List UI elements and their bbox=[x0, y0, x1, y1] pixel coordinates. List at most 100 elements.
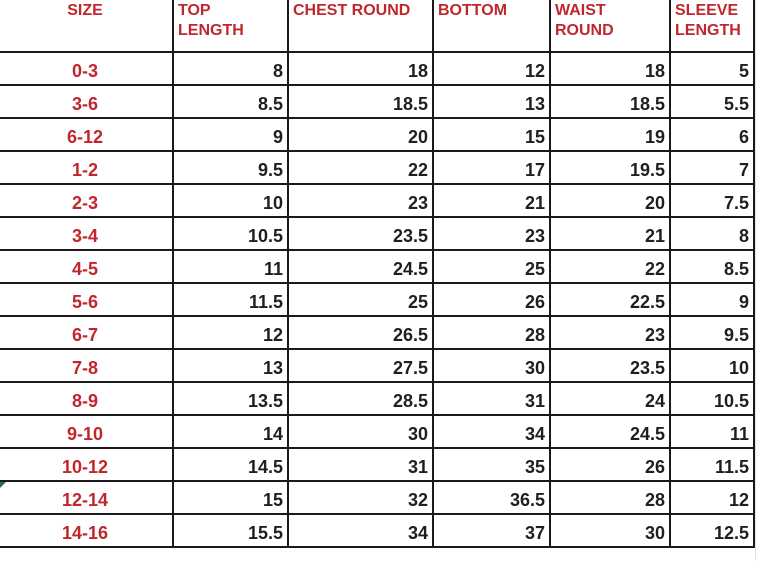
value-cell[interactable]: 5.5 bbox=[669, 84, 755, 119]
size-cell[interactable]: 9-10 bbox=[0, 414, 174, 449]
value-cell[interactable]: 22.5 bbox=[549, 282, 671, 317]
value-cell[interactable]: 28.5 bbox=[287, 381, 434, 416]
size-cell[interactable]: 0-3 bbox=[0, 51, 174, 86]
value-cell[interactable]: 6 bbox=[669, 117, 755, 152]
value-cell[interactable]: 37 bbox=[432, 513, 551, 548]
value-cell[interactable]: 26 bbox=[432, 282, 551, 317]
value-cell[interactable]: 13.5 bbox=[172, 381, 289, 416]
value-cell[interactable]: 27.5 bbox=[287, 348, 434, 383]
value-cell[interactable]: 5 bbox=[669, 51, 755, 86]
value-cell[interactable]: 31 bbox=[287, 447, 434, 482]
value-cell[interactable]: 24.5 bbox=[287, 249, 434, 284]
value-cell[interactable]: 23 bbox=[432, 216, 551, 251]
table-row: 4-5 11 24.5 25 22 8.5 bbox=[0, 249, 755, 284]
value-cell[interactable]: 11.5 bbox=[669, 447, 755, 482]
value-cell[interactable]: 23.5 bbox=[549, 348, 671, 383]
value-cell[interactable]: 14 bbox=[172, 414, 289, 449]
value-cell[interactable]: 14.5 bbox=[172, 447, 289, 482]
value-cell[interactable]: 15 bbox=[172, 480, 289, 515]
value-cell[interactable]: 9.5 bbox=[172, 150, 289, 185]
column-header[interactable]: BOTTOM bbox=[432, 0, 551, 53]
size-cell[interactable]: 7-8 bbox=[0, 348, 174, 383]
size-cell[interactable]: 5-6 bbox=[0, 282, 174, 317]
value-cell[interactable]: 8 bbox=[669, 216, 755, 251]
column-header[interactable]: CHEST ROUND bbox=[287, 0, 434, 53]
value-cell[interactable]: 18.5 bbox=[287, 84, 434, 119]
size-cell[interactable]: 8-9 bbox=[0, 381, 174, 416]
value-cell[interactable]: 9 bbox=[669, 282, 755, 317]
value-cell[interactable]: 25 bbox=[432, 249, 551, 284]
column-header[interactable]: WAIST ROUND bbox=[549, 0, 671, 53]
value-cell[interactable]: 24.5 bbox=[549, 414, 671, 449]
header-line-2: ROUND bbox=[555, 22, 614, 39]
value-cell[interactable]: 26 bbox=[549, 447, 671, 482]
size-cell[interactable]: 3-6 bbox=[0, 84, 174, 119]
value-cell[interactable]: 25 bbox=[287, 282, 434, 317]
value-cell[interactable]: 10 bbox=[172, 183, 289, 218]
column-header[interactable]: TOP LENGTH bbox=[172, 0, 289, 53]
value-cell[interactable]: 23 bbox=[287, 183, 434, 218]
value-cell[interactable]: 12.5 bbox=[669, 513, 755, 548]
value-cell[interactable]: 30 bbox=[432, 348, 551, 383]
value-cell[interactable]: 31 bbox=[432, 381, 551, 416]
value-cell[interactable]: 10.5 bbox=[669, 381, 755, 416]
value-cell[interactable]: 34 bbox=[432, 414, 551, 449]
value-cell[interactable]: 13 bbox=[172, 348, 289, 383]
value-cell[interactable]: 10.5 bbox=[172, 216, 289, 251]
value-cell[interactable]: 22 bbox=[549, 249, 671, 284]
value-cell[interactable]: 34 bbox=[287, 513, 434, 548]
value-cell[interactable]: 26.5 bbox=[287, 315, 434, 350]
table-row: 14-16 15.5 34 37 30 12.5 bbox=[0, 513, 755, 548]
column-header[interactable]: SIZE bbox=[0, 0, 174, 53]
value-cell[interactable]: 36.5 bbox=[432, 480, 551, 515]
value-cell[interactable]: 8.5 bbox=[172, 84, 289, 119]
value-cell[interactable]: 20 bbox=[549, 183, 671, 218]
value-cell[interactable]: 12 bbox=[432, 51, 551, 86]
size-cell[interactable]: 12-14 bbox=[0, 480, 174, 515]
value-cell[interactable]: 8 bbox=[172, 51, 289, 86]
size-cell[interactable]: 2-3 bbox=[0, 183, 174, 218]
value-cell[interactable]: 30 bbox=[287, 414, 434, 449]
size-cell[interactable]: 14-16 bbox=[0, 513, 174, 548]
value-cell[interactable]: 15.5 bbox=[172, 513, 289, 548]
value-cell[interactable]: 17 bbox=[432, 150, 551, 185]
value-cell[interactable]: 21 bbox=[549, 216, 671, 251]
size-cell[interactable]: 10-12 bbox=[0, 447, 174, 482]
value-cell[interactable]: 19 bbox=[549, 117, 671, 152]
size-cell[interactable]: 3-4 bbox=[0, 216, 174, 251]
value-cell[interactable]: 12 bbox=[669, 480, 755, 515]
size-cell[interactable]: 4-5 bbox=[0, 249, 174, 284]
value-cell[interactable]: 18 bbox=[287, 51, 434, 86]
value-cell[interactable]: 28 bbox=[549, 480, 671, 515]
column-header[interactable]: SLEEVE LENGTH bbox=[669, 0, 755, 53]
value-cell[interactable]: 11 bbox=[172, 249, 289, 284]
value-cell[interactable]: 9.5 bbox=[669, 315, 755, 350]
value-cell[interactable]: 23.5 bbox=[287, 216, 434, 251]
header-line-1: CHEST ROUND bbox=[293, 2, 411, 19]
size-cell[interactable]: 6-12 bbox=[0, 117, 174, 152]
value-cell[interactable]: 30 bbox=[549, 513, 671, 548]
value-cell[interactable]: 20 bbox=[287, 117, 434, 152]
value-cell[interactable]: 24 bbox=[549, 381, 671, 416]
value-cell[interactable]: 10 bbox=[669, 348, 755, 383]
value-cell[interactable]: 11 bbox=[669, 414, 755, 449]
value-cell[interactable]: 11.5 bbox=[172, 282, 289, 317]
value-cell[interactable]: 22 bbox=[287, 150, 434, 185]
value-cell[interactable]: 23 bbox=[549, 315, 671, 350]
value-cell[interactable]: 18.5 bbox=[549, 84, 671, 119]
value-cell[interactable]: 7.5 bbox=[669, 183, 755, 218]
value-cell[interactable]: 28 bbox=[432, 315, 551, 350]
value-cell[interactable]: 7 bbox=[669, 150, 755, 185]
value-cell[interactable]: 18 bbox=[549, 51, 671, 86]
value-cell[interactable]: 21 bbox=[432, 183, 551, 218]
value-cell[interactable]: 32 bbox=[287, 480, 434, 515]
value-cell[interactable]: 8.5 bbox=[669, 249, 755, 284]
size-cell[interactable]: 6-7 bbox=[0, 315, 174, 350]
value-cell[interactable]: 13 bbox=[432, 84, 551, 119]
value-cell[interactable]: 15 bbox=[432, 117, 551, 152]
value-cell[interactable]: 19.5 bbox=[549, 150, 671, 185]
size-cell[interactable]: 1-2 bbox=[0, 150, 174, 185]
value-cell[interactable]: 12 bbox=[172, 315, 289, 350]
value-cell[interactable]: 35 bbox=[432, 447, 551, 482]
value-cell[interactable]: 9 bbox=[172, 117, 289, 152]
